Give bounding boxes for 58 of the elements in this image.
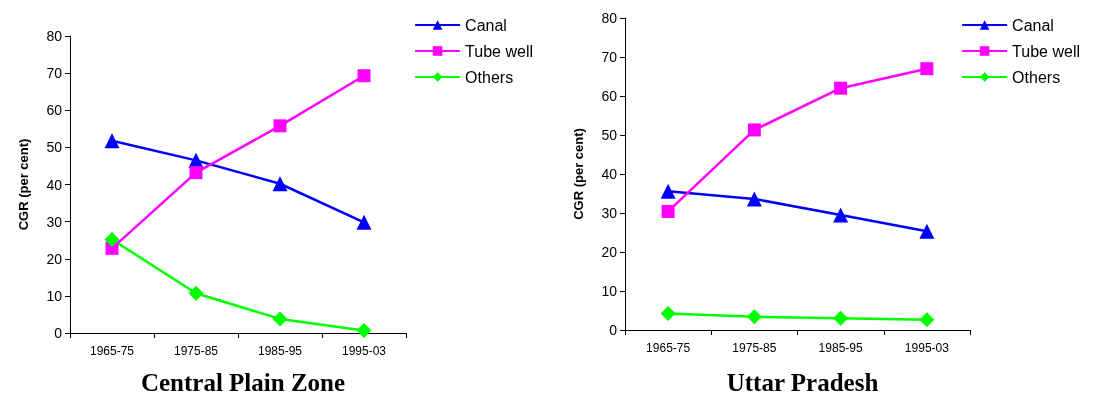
x-tick-label: 1975-85 [732, 341, 777, 355]
point [746, 191, 762, 207]
legend-label: Tube well [1012, 42, 1081, 60]
point [746, 309, 762, 325]
x-tick-label: 1995-03 [341, 344, 387, 358]
text: Central Plain Zone [140, 369, 346, 396]
point [919, 223, 935, 239]
point [273, 119, 287, 133]
point [920, 62, 934, 76]
y-tick-label: 20 [46, 250, 63, 267]
y-tick-label: 80 [601, 10, 618, 26]
y-tick-label: 0 [609, 322, 618, 338]
y-tick-label: 10 [601, 283, 618, 299]
y-tick-label: 50 [601, 127, 618, 143]
point [833, 310, 849, 326]
legend-label: Others [1012, 68, 1061, 86]
y-tick-label: 60 [46, 102, 63, 119]
point [747, 123, 761, 137]
y-axis-title: CGR (per cent) [571, 128, 586, 220]
point [188, 285, 204, 301]
y-tick-label: 50 [46, 139, 63, 156]
x-tick-label: 1985-95 [818, 341, 863, 355]
point [104, 231, 120, 247]
y-tick-label: 80 [46, 28, 63, 44]
y-tick-label: 30 [46, 213, 63, 230]
y-tick-label: 40 [601, 166, 618, 182]
text: Uttar Pradesh [726, 369, 879, 396]
point [104, 133, 120, 149]
y-tick-label: 10 [46, 287, 63, 304]
point [357, 69, 371, 83]
x-tick-label: 1995-03 [904, 341, 950, 355]
point [272, 176, 288, 192]
point [833, 207, 849, 223]
x-tick-label: 1965-75 [646, 341, 691, 355]
x-tick-label: 1965-75 [89, 344, 135, 358]
legend-label: Others [465, 68, 514, 86]
point [660, 183, 676, 199]
legend-label: Tube well [465, 42, 534, 60]
y-tick-label: 40 [46, 176, 63, 193]
y-tick-label: 30 [601, 205, 618, 221]
point [661, 204, 675, 218]
y-tick-label: 20 [601, 244, 618, 260]
legend-label: Canal [1012, 16, 1054, 34]
y-tick-label: 70 [601, 49, 618, 65]
point [356, 214, 372, 230]
point [272, 311, 288, 327]
point [356, 322, 372, 338]
point [660, 306, 676, 322]
y-tick-label: 0 [54, 325, 63, 341]
legend-label: Canal [465, 16, 507, 34]
x-tick-label: 1975-85 [173, 344, 219, 358]
y-tick-label: 70 [46, 65, 63, 82]
point [189, 166, 203, 180]
x-tick-label: 1985-95 [257, 344, 303, 358]
y-tick-label: 60 [601, 88, 618, 104]
point [919, 312, 935, 328]
y-axis-title: CGR (per cent) [16, 138, 31, 231]
point [834, 81, 848, 95]
